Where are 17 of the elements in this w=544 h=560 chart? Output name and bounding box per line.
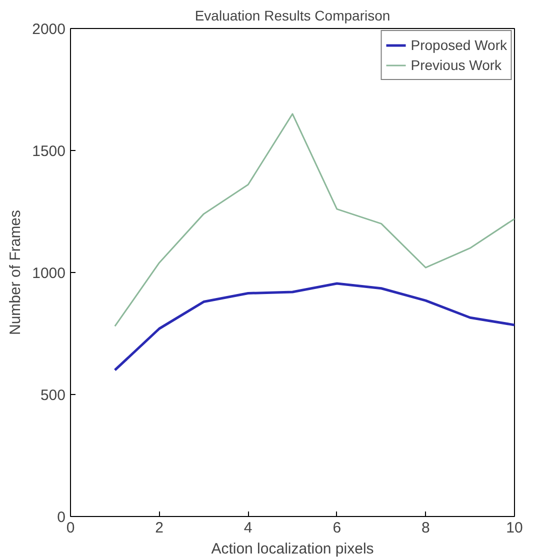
line-series — [114, 113, 514, 327]
y-tick-label: 2000 — [32, 21, 66, 38]
y-tick-label: 0 — [57, 509, 66, 526]
x-axis-title: Action localization pixels — [211, 540, 374, 558]
y-tick-label: 1000 — [32, 265, 66, 282]
y-tick-label: 1500 — [32, 143, 66, 160]
x-tick-label: 8 — [422, 520, 430, 536]
x-tick-label: 10 — [506, 520, 523, 536]
legend-label: Proposed Work — [410, 37, 507, 53]
y-tick-label: 500 — [40, 387, 66, 404]
x-tick-label: 2 — [155, 520, 164, 536]
line-series — [114, 282, 514, 372]
legend-label: Previous Work — [410, 57, 502, 73]
x-tick-label: 4 — [244, 520, 252, 536]
x-tick-label: 6 — [332, 520, 342, 536]
y-axis-title: Number of Frames — [7, 210, 24, 336]
chart-title: Evaluation Results Comparison — [194, 8, 390, 24]
